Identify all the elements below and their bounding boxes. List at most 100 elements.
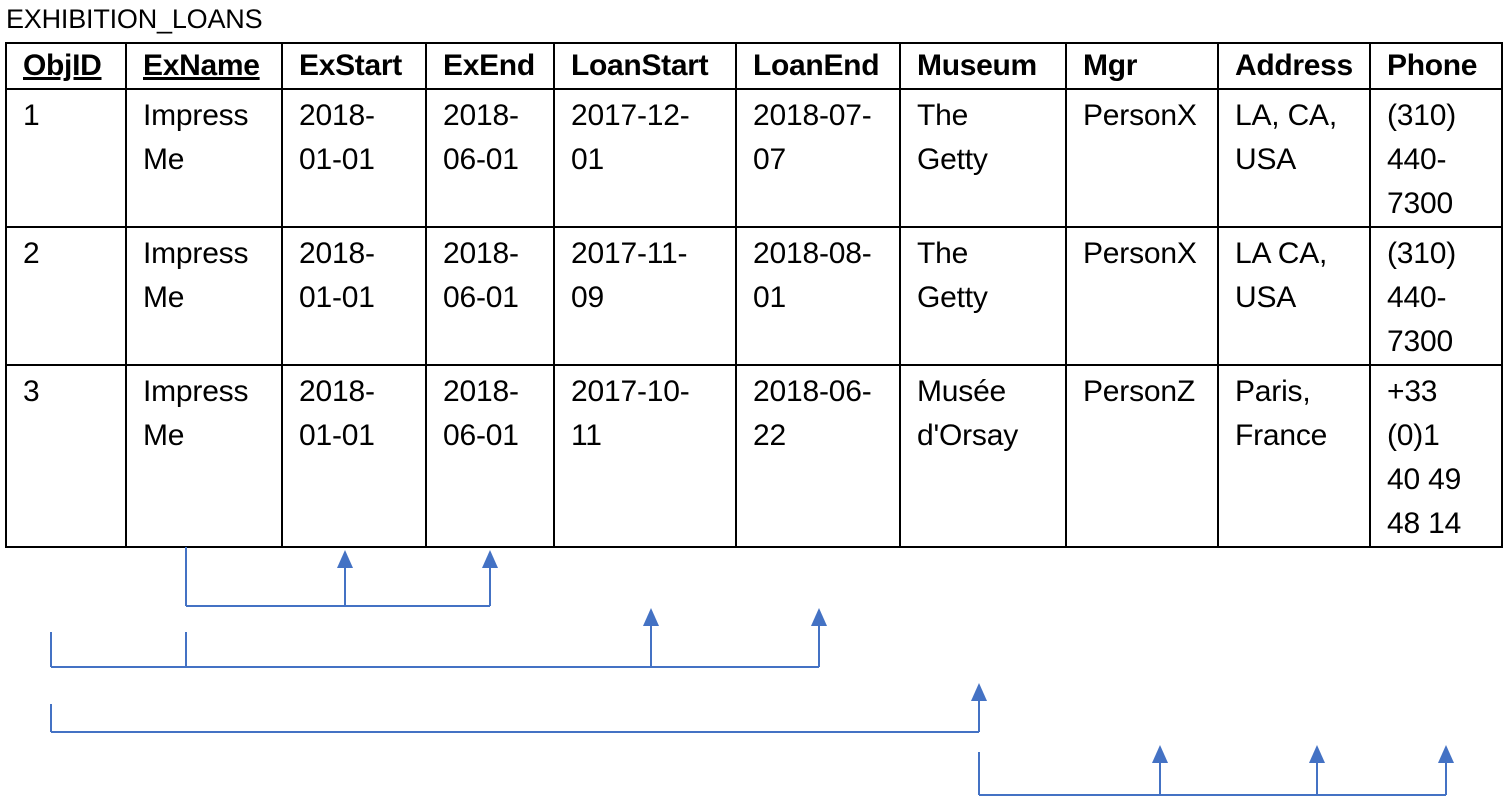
cell-museum: Musée d'Orsay	[899, 364, 1067, 548]
cell-text: PersonZ	[1083, 375, 1195, 408]
cell-exend: 2018- 06-01	[425, 364, 555, 548]
column-header-loanend: LoanEnd	[735, 42, 901, 90]
cell-text: 09	[571, 281, 604, 314]
cell-phone: +33 (0)1 40 49 48 14	[1369, 364, 1503, 548]
column-header-address: Address	[1217, 42, 1371, 90]
cell-text: 3	[23, 375, 40, 408]
cell-loanstart: 2017-10- 11	[553, 364, 737, 548]
cell-exstart: 2018- 01-01	[281, 226, 427, 366]
cell-loanend: 2018-07- 07	[735, 88, 901, 228]
cell-text: (310)	[1387, 99, 1457, 132]
cell-text: 01-01	[299, 143, 375, 176]
cell-address: LA, CA, USA	[1217, 88, 1371, 228]
column-header-exstart: ExStart	[281, 42, 427, 90]
cell-text: 2018-	[443, 99, 519, 132]
cell-museum: The Getty	[899, 226, 1067, 366]
arrowhead-loanstart	[643, 608, 659, 626]
cell-exname: Impress Me	[125, 88, 283, 228]
cell-text: Me	[143, 281, 185, 314]
arrowhead-exend	[482, 550, 498, 568]
cell-exend: 2018- 06-01	[425, 88, 555, 228]
cell-text: (0)1	[1387, 419, 1440, 452]
cell-mgr: PersonZ	[1065, 364, 1219, 548]
cell-text: France	[1235, 419, 1328, 452]
cell-text: USA	[1235, 281, 1297, 314]
column-header-mgr: Mgr	[1065, 42, 1219, 90]
cell-text: 7300	[1387, 187, 1453, 220]
cell-text: 2018-	[299, 375, 375, 408]
cell-text: +33	[1387, 375, 1438, 408]
dependency-2	[50, 608, 827, 668]
cell-objid: 2	[5, 226, 127, 366]
column-header-objid: ObjID	[5, 42, 127, 90]
cell-text: 2018-07-	[753, 99, 872, 132]
cell-loanstart: 2017-11- 09	[553, 226, 737, 366]
cell-text: PersonX	[1083, 237, 1197, 270]
cell-text: 22	[753, 419, 786, 452]
cell-exname: Impress Me	[125, 364, 283, 548]
dependency-4	[978, 745, 1454, 796]
cell-text: 48 14	[1387, 507, 1462, 540]
cell-text: USA	[1235, 143, 1297, 176]
cell-text: 440-	[1387, 281, 1447, 314]
arrowhead-mgr	[1152, 745, 1168, 763]
table-title: EXHIBITION_LOANS	[6, 4, 263, 34]
cell-text: 01-01	[299, 281, 375, 314]
cell-text: 2018-	[443, 237, 519, 270]
cell-text: 1	[23, 99, 40, 132]
cell-address: Paris, France	[1217, 364, 1371, 548]
column-header-exend: ExEnd	[425, 42, 555, 90]
cell-objid: 1	[5, 88, 127, 228]
column-header-loanstart: LoanStart	[553, 42, 737, 90]
cell-text: 2018-	[299, 237, 375, 270]
arrowhead-museum	[971, 683, 987, 701]
dependency-3	[50, 683, 987, 733]
cell-text: The	[917, 99, 969, 132]
cell-text: Paris,	[1235, 375, 1311, 408]
cell-text: 01-01	[299, 419, 375, 452]
cell-text: 7300	[1387, 325, 1453, 358]
cell-text: Musée	[917, 375, 1007, 408]
cell-text: LA CA,	[1235, 237, 1328, 270]
cell-text: 06-01	[443, 419, 519, 452]
table-row: 1 Impress Me 2018- 01-01 2018- 06-01 2017-12- 01…	[5, 88, 1503, 228]
cell-text: 2018-08-	[753, 237, 872, 270]
cell-text: 2	[23, 237, 40, 270]
cell-loanend: 2018-06- 22	[735, 364, 901, 548]
cell-loanstart: 2017-12- 01	[553, 88, 737, 228]
cell-text: 2018-	[443, 375, 519, 408]
header-row: ObjID ExName ExStart ExEnd LoanStart LoanEnd M…	[5, 42, 1503, 90]
cell-text: 2017-10-	[571, 375, 690, 408]
column-header-museum: Museum	[899, 42, 1067, 90]
exhibition-loans-table: ObjID ExName ExStart ExEnd LoanStart LoanEnd M…	[5, 42, 1503, 548]
cell-text: 2018-06-	[753, 375, 872, 408]
cell-text: Impress	[143, 99, 249, 132]
cell-exstart: 2018- 01-01	[281, 364, 427, 548]
cell-text: 2017-11-	[571, 237, 688, 270]
dependency-1	[185, 547, 498, 607]
cell-text: 11	[571, 419, 602, 452]
cell-text: 40 49	[1387, 463, 1462, 496]
cell-text: 06-01	[443, 281, 519, 314]
table-row: 2 Impress Me 2018- 01-01 2018- 06-01 2017-11- 09…	[5, 226, 1503, 366]
column-header-exname: ExName	[125, 42, 283, 90]
cell-phone: (310) 440- 7300	[1369, 88, 1503, 228]
cell-text: Impress	[143, 375, 249, 408]
cell-address: LA CA, USA	[1217, 226, 1371, 366]
cell-mgr: PersonX	[1065, 88, 1219, 228]
column-header-phone: Phone	[1369, 42, 1503, 90]
cell-phone: (310) 440- 7300	[1369, 226, 1503, 366]
cell-objid: 3	[5, 364, 127, 548]
cell-text: PersonX	[1083, 99, 1197, 132]
cell-museum: The Getty	[899, 88, 1067, 228]
cell-text: 2017-12-	[571, 99, 690, 132]
cell-text: (310)	[1387, 237, 1457, 270]
cell-loanend: 2018-08- 01	[735, 226, 901, 366]
cell-text: 2018-	[299, 99, 375, 132]
cell-text: Me	[143, 143, 185, 176]
cell-text: Me	[143, 419, 185, 452]
cell-text: The	[917, 237, 969, 270]
cell-text: 07	[753, 143, 786, 176]
cell-text: Getty	[917, 281, 988, 314]
